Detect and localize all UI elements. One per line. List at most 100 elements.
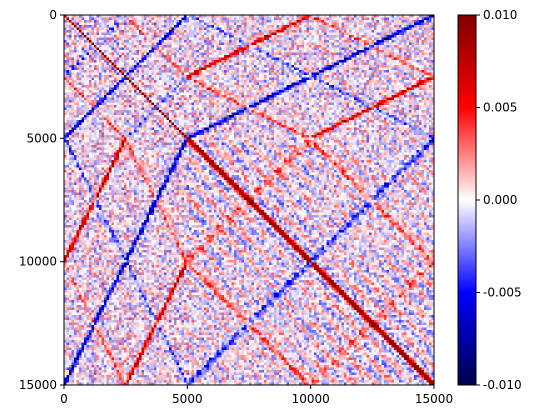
heatmap-cell [91,80,95,83]
heatmap-cell [299,77,302,81]
heatmap-cell [131,85,135,88]
heatmap-cell [409,85,412,88]
heatmap-cell [204,17,207,21]
heatmap-cell [234,20,237,23]
heatmap-cell [166,32,170,36]
heatmap-cell [314,17,317,21]
heatmap-cell [251,47,255,51]
heatmap-cell [141,72,145,76]
heatmap-cell [79,67,82,71]
heatmap-cell [429,82,432,86]
heatmap-cell [196,20,200,23]
heatmap-cell [99,80,102,83]
heatmap-cell [76,77,80,81]
heatmap-cell [301,80,305,83]
heatmap-cell [424,62,427,66]
heatmap-cell [201,42,205,46]
heatmap-cell [204,42,207,46]
heatmap-cell [256,42,260,46]
heatmap-cell [276,20,280,23]
heatmap-cell [341,30,345,33]
heatmap-cell [424,92,427,96]
heatmap-cell [131,30,135,33]
heatmap-cell [409,62,412,66]
heatmap-cell [144,15,147,18]
heatmap-cell [299,40,302,43]
heatmap-cell [374,20,377,23]
heatmap-cell [226,80,230,83]
heatmap-cell [176,85,180,88]
heatmap-cell [171,92,175,96]
heatmap-cell [394,27,397,31]
heatmap-cell [96,90,100,93]
heatmap-cell [386,80,390,83]
heatmap-cell [326,30,330,33]
heatmap-cell [89,47,92,51]
heatmap-cell [84,52,87,56]
heatmap-cell [276,15,280,18]
heatmap-cell [321,45,325,48]
heatmap-cell [241,57,245,61]
heatmap-cell [301,20,305,23]
heatmap-cell [286,27,290,31]
heatmap-cell [344,90,347,93]
heatmap-cell [281,50,285,53]
heatmap-cell [304,50,307,53]
heatmap-cell [159,80,162,83]
heatmap-cell [116,90,120,93]
heatmap-cell [179,37,182,41]
heatmap-cell [289,45,292,48]
heatmap-cell [426,22,430,26]
heatmap-cell [94,72,97,76]
heatmap-cell [399,62,402,66]
heatmap-cell [431,37,434,41]
heatmap-cell [294,27,297,31]
heatmap-cell [289,25,292,28]
heatmap-cell [251,17,255,21]
heatmap-cell [186,37,190,41]
heatmap-cell [356,62,360,66]
heatmap-cell [314,70,317,73]
heatmap-cell [306,87,310,91]
heatmap-cell [244,32,247,36]
heatmap-cell [141,65,145,68]
heatmap-cell [254,35,257,38]
heatmap-cell [166,55,170,58]
heatmap-cell [69,40,72,43]
heatmap-cell [314,20,317,23]
heatmap-cell [186,32,190,36]
heatmap-cell [371,67,375,71]
heatmap-cell [151,85,155,88]
heatmap-cell [256,22,260,26]
heatmap-cell [334,42,337,46]
heatmap-cell [346,92,350,96]
heatmap-cell [421,77,425,81]
heatmap-cell [106,65,110,68]
heatmap-cell [406,32,410,36]
heatmap-cell [311,27,315,31]
heatmap-cell [254,87,257,91]
heatmap-cell [69,70,72,73]
heatmap-cell [429,87,432,91]
heatmap-cell [86,32,90,36]
heatmap-cell [124,70,127,73]
heatmap-cell [191,75,195,78]
heatmap-cell [304,92,307,96]
heatmap-cell [301,37,305,41]
heatmap-cell [206,25,210,28]
heatmap-cell [349,30,352,33]
heatmap-cell [231,25,235,28]
heatmap-cell [164,55,167,58]
heatmap-cell [86,52,90,56]
heatmap-cell [384,95,387,98]
heatmap-cell [71,47,75,51]
heatmap-cell [124,80,127,83]
heatmap-cell [324,47,327,51]
heatmap-cell [109,42,112,46]
heatmap-cell [411,22,415,26]
heatmap-cell [114,55,117,58]
heatmap-cell [359,80,362,83]
heatmap-cell [99,75,102,78]
heatmap-cell [134,45,137,48]
heatmap-cell [351,25,355,28]
